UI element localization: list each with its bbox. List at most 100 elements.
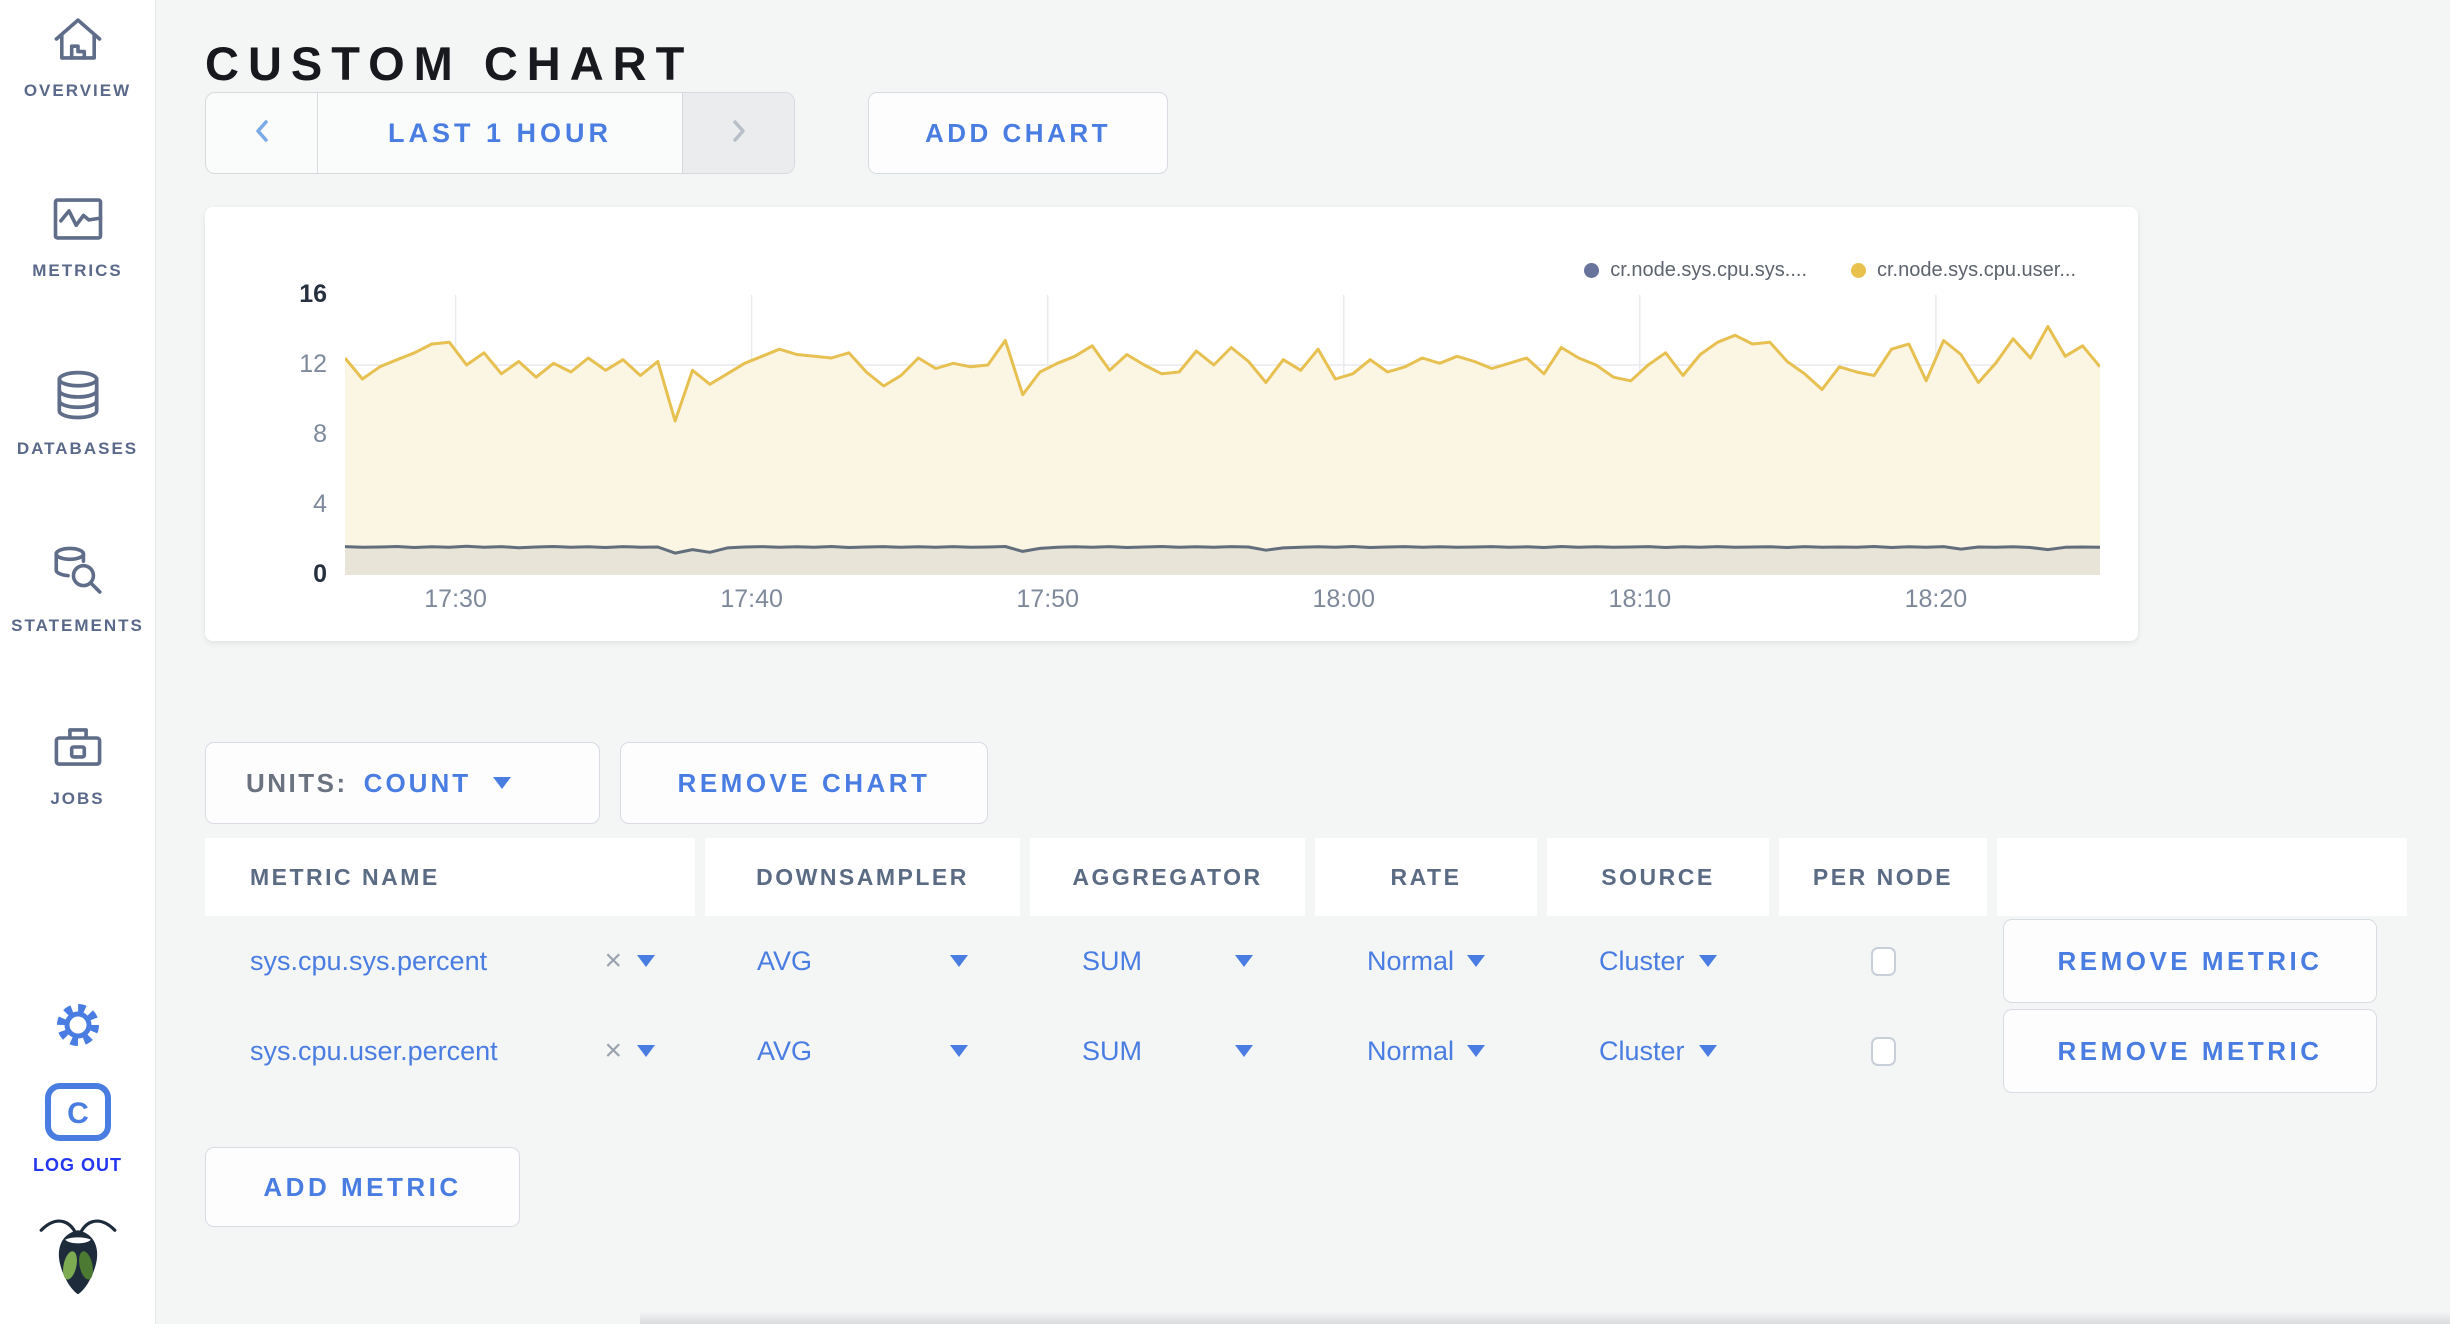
chevron-down-icon <box>1235 955 1253 967</box>
x-axis-tick: 18:10 <box>1608 585 1672 613</box>
sidebar-item-statements[interactable]: STATEMENTS <box>0 543 155 636</box>
rate-select[interactable]: Normal <box>1315 1006 1537 1096</box>
cpu-chart-card: cr.node.sys.cpu.sys.... cr.node.sys.cpu.… <box>205 207 2138 641</box>
y-axis-tick: 8 <box>313 420 327 448</box>
sidebar-item-label: DATABASES <box>16 439 139 458</box>
chevron-down-icon <box>1235 1045 1253 1057</box>
sidebar-item-label: OVERVIEW <box>23 81 132 100</box>
legend-label: cr.node.sys.cpu.user... <box>1877 259 2076 281</box>
remove-metric-button-row0[interactable]: REMOVE METRIC <box>2003 919 2377 1003</box>
chevron-right-icon <box>728 115 750 152</box>
time-range-prev-button[interactable] <box>206 93 318 173</box>
rate-select[interactable]: Normal <box>1315 916 1537 1006</box>
add-chart-button[interactable]: ADD CHART <box>868 92 1168 174</box>
cockroach-bug-logo <box>0 1212 155 1303</box>
time-range-next-button[interactable] <box>682 93 794 173</box>
y-axis-tick: 12 <box>299 350 327 378</box>
aggregator-select[interactable]: SUM <box>1030 916 1305 1006</box>
cpu-chart-plot <box>343 295 2102 575</box>
x-axis-tick: 17:50 <box>1016 585 1079 613</box>
add-metric-button[interactable]: ADD METRIC <box>205 1147 520 1227</box>
legend-item-sys[interactable]: cr.node.sys.cpu.sys.... <box>1584 259 1807 282</box>
time-range-picker: LAST 1 HOUR <box>205 92 795 174</box>
home-icon <box>49 12 107 71</box>
column-header-actions <box>1997 838 2407 916</box>
legend-label: cr.node.sys.cpu.sys.... <box>1610 259 1807 281</box>
y-axis-tick: 0 <box>313 560 327 588</box>
column-header-downsampler: DOWNSAMPLER <box>705 838 1020 916</box>
units-dropdown[interactable]: UNITS: COUNT <box>205 742 600 824</box>
sidebar-item-label: STATEMENTS <box>11 616 144 635</box>
page-title: CUSTOM CHART <box>205 37 694 91</box>
source-value: Cluster <box>1599 1035 1685 1066</box>
source-select[interactable]: Cluster <box>1547 916 1769 1006</box>
per-node-checkbox-row1[interactable] <box>1870 1036 1896 1066</box>
clear-metric-icon[interactable]: × <box>604 944 622 977</box>
clear-metric-icon[interactable]: × <box>604 1034 622 1067</box>
chevron-down-icon <box>493 777 512 789</box>
gear-icon <box>51 998 105 1057</box>
time-range-label[interactable]: LAST 1 HOUR <box>387 117 612 148</box>
sidebar-item-metrics[interactable]: METRICS <box>0 192 155 281</box>
metric-name-value: sys.cpu.user.percent <box>250 1035 498 1066</box>
settings-button[interactable] <box>0 998 155 1057</box>
legend-dot-0 <box>1584 263 1600 278</box>
x-axis-tick: 17:30 <box>424 585 487 613</box>
column-header-aggregator: AGGREGATOR <box>1030 838 1305 916</box>
chevron-down-icon <box>1467 955 1485 967</box>
downsampler-value: AVG <box>757 1035 813 1066</box>
y-axis-tick: 16 <box>299 280 327 308</box>
bottom-scroll-shadow <box>640 1312 2450 1324</box>
aggregator-select[interactable]: SUM <box>1030 1006 1305 1096</box>
chevron-down-icon <box>637 955 655 967</box>
sidebar-item-overview[interactable]: OVERVIEW <box>0 12 155 101</box>
jobs-icon <box>49 720 107 779</box>
metric-name-select[interactable]: sys.cpu.user.percent × <box>205 1006 695 1096</box>
downsampler-select[interactable]: AVG <box>705 916 1020 1006</box>
database-icon <box>50 368 106 429</box>
metric-name-select[interactable]: sys.cpu.sys.percent × <box>205 916 695 1006</box>
metric-name-value: sys.cpu.sys.percent <box>250 945 488 976</box>
x-axis-tick: 18:20 <box>1904 585 1968 613</box>
chevron-down-icon <box>1467 1045 1485 1057</box>
sidebar-item-label: JOBS <box>50 789 105 808</box>
source-value: Cluster <box>1599 945 1685 976</box>
metrics-icon <box>49 192 107 251</box>
per-node-checkbox-row0[interactable] <box>1870 946 1896 976</box>
chevron-left-icon <box>251 115 273 152</box>
aggregator-value: SUM <box>1082 1035 1142 1066</box>
x-axis-tick: 17:40 <box>720 585 783 613</box>
downsampler-value: AVG <box>757 945 813 976</box>
statements-icon <box>49 543 107 606</box>
x-axis-tick: 18:00 <box>1312 585 1376 613</box>
source-select[interactable]: Cluster <box>1547 1006 1769 1096</box>
metrics-table: METRIC NAME DOWNSAMPLER AGGREGATOR RATE … <box>205 838 2407 1096</box>
aggregator-value: SUM <box>1082 945 1142 976</box>
chevron-down-icon <box>1699 955 1717 967</box>
sidebar: OVERVIEW METRICS DATABASES <box>0 0 156 1324</box>
rate-value: Normal <box>1367 1035 1455 1066</box>
logout-button[interactable]: C LOG OUT <box>0 1082 155 1176</box>
legend-item-user[interactable]: cr.node.sys.cpu.user... <box>1851 259 2076 282</box>
chevron-down-icon <box>950 1045 968 1057</box>
column-header-source: SOURCE <box>1547 838 1769 916</box>
legend-dot-1 <box>1851 263 1866 278</box>
chevron-down-icon <box>637 1045 655 1057</box>
rate-value: Normal <box>1367 945 1455 976</box>
y-axis-tick: 4 <box>313 490 327 518</box>
downsampler-select[interactable]: AVG <box>705 1006 1020 1096</box>
remove-metric-button-row1[interactable]: REMOVE METRIC <box>2003 1009 2377 1093</box>
units-label: UNITS: <box>246 767 348 798</box>
sidebar-item-databases[interactable]: DATABASES <box>0 368 155 459</box>
sidebar-item-jobs[interactable]: JOBS <box>0 720 155 809</box>
chart-legend: cr.node.sys.cpu.sys.... cr.node.sys.cpu.… <box>1584 259 2076 282</box>
remove-chart-button[interactable]: REMOVE CHART <box>620 742 988 824</box>
column-header-per-node: PER NODE <box>1779 838 1987 916</box>
logout-label: LOG OUT <box>33 1155 122 1175</box>
svg-text:C: C <box>67 1097 89 1130</box>
sidebar-item-label: METRICS <box>32 261 123 280</box>
chevron-down-icon <box>950 955 968 967</box>
chevron-down-icon <box>1699 1045 1717 1057</box>
column-header-rate: RATE <box>1315 838 1537 916</box>
